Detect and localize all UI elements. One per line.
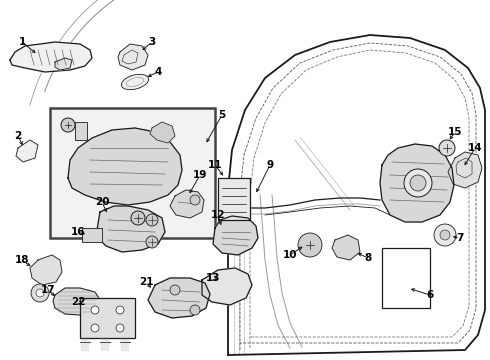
Polygon shape	[68, 128, 182, 205]
Text: 14: 14	[467, 143, 482, 153]
Text: 18: 18	[15, 255, 29, 265]
Circle shape	[440, 230, 450, 240]
Polygon shape	[16, 140, 38, 162]
Polygon shape	[170, 190, 204, 218]
Circle shape	[170, 285, 180, 295]
Text: 10: 10	[283, 250, 297, 260]
Bar	[382, 248, 430, 308]
Circle shape	[61, 118, 75, 132]
Circle shape	[404, 169, 432, 197]
Circle shape	[131, 211, 145, 225]
Text: 12: 12	[211, 210, 225, 220]
Text: 5: 5	[219, 110, 225, 120]
Circle shape	[31, 284, 49, 302]
Bar	[50, 108, 215, 238]
Text: 20: 20	[95, 197, 109, 207]
Polygon shape	[213, 216, 258, 255]
Circle shape	[91, 306, 99, 314]
Text: 17: 17	[41, 285, 55, 295]
Circle shape	[146, 236, 158, 248]
Text: 15: 15	[448, 127, 462, 137]
Polygon shape	[148, 278, 210, 318]
Text: 7: 7	[456, 233, 464, 243]
Ellipse shape	[122, 74, 148, 90]
Polygon shape	[118, 44, 148, 70]
Text: 9: 9	[267, 160, 273, 170]
Circle shape	[116, 306, 124, 314]
Circle shape	[439, 140, 455, 156]
Circle shape	[190, 305, 200, 315]
Bar	[218, 178, 250, 220]
Circle shape	[116, 324, 124, 332]
Text: 13: 13	[206, 273, 220, 283]
Polygon shape	[202, 268, 252, 305]
Bar	[75, 122, 87, 140]
Circle shape	[434, 224, 456, 246]
Bar	[82, 228, 102, 242]
Polygon shape	[96, 206, 165, 252]
Text: 6: 6	[426, 290, 434, 300]
Circle shape	[410, 175, 426, 191]
Bar	[80, 298, 135, 338]
Text: 2: 2	[14, 131, 22, 141]
Polygon shape	[332, 235, 360, 260]
Text: 8: 8	[365, 253, 371, 263]
Text: 22: 22	[71, 297, 85, 307]
Text: 21: 21	[139, 277, 153, 287]
Text: 16: 16	[71, 227, 85, 237]
Text: 11: 11	[208, 160, 222, 170]
Circle shape	[146, 214, 158, 226]
Text: 19: 19	[193, 170, 207, 180]
Circle shape	[36, 289, 44, 297]
Circle shape	[190, 195, 200, 205]
Polygon shape	[10, 42, 92, 72]
Circle shape	[91, 324, 99, 332]
Polygon shape	[30, 255, 62, 285]
Circle shape	[298, 233, 322, 257]
Text: 3: 3	[148, 37, 156, 47]
Polygon shape	[448, 152, 482, 188]
Text: 4: 4	[154, 67, 162, 77]
Polygon shape	[380, 144, 454, 222]
Polygon shape	[150, 122, 175, 143]
Polygon shape	[53, 288, 100, 315]
Text: 1: 1	[19, 37, 25, 47]
Polygon shape	[55, 58, 72, 70]
